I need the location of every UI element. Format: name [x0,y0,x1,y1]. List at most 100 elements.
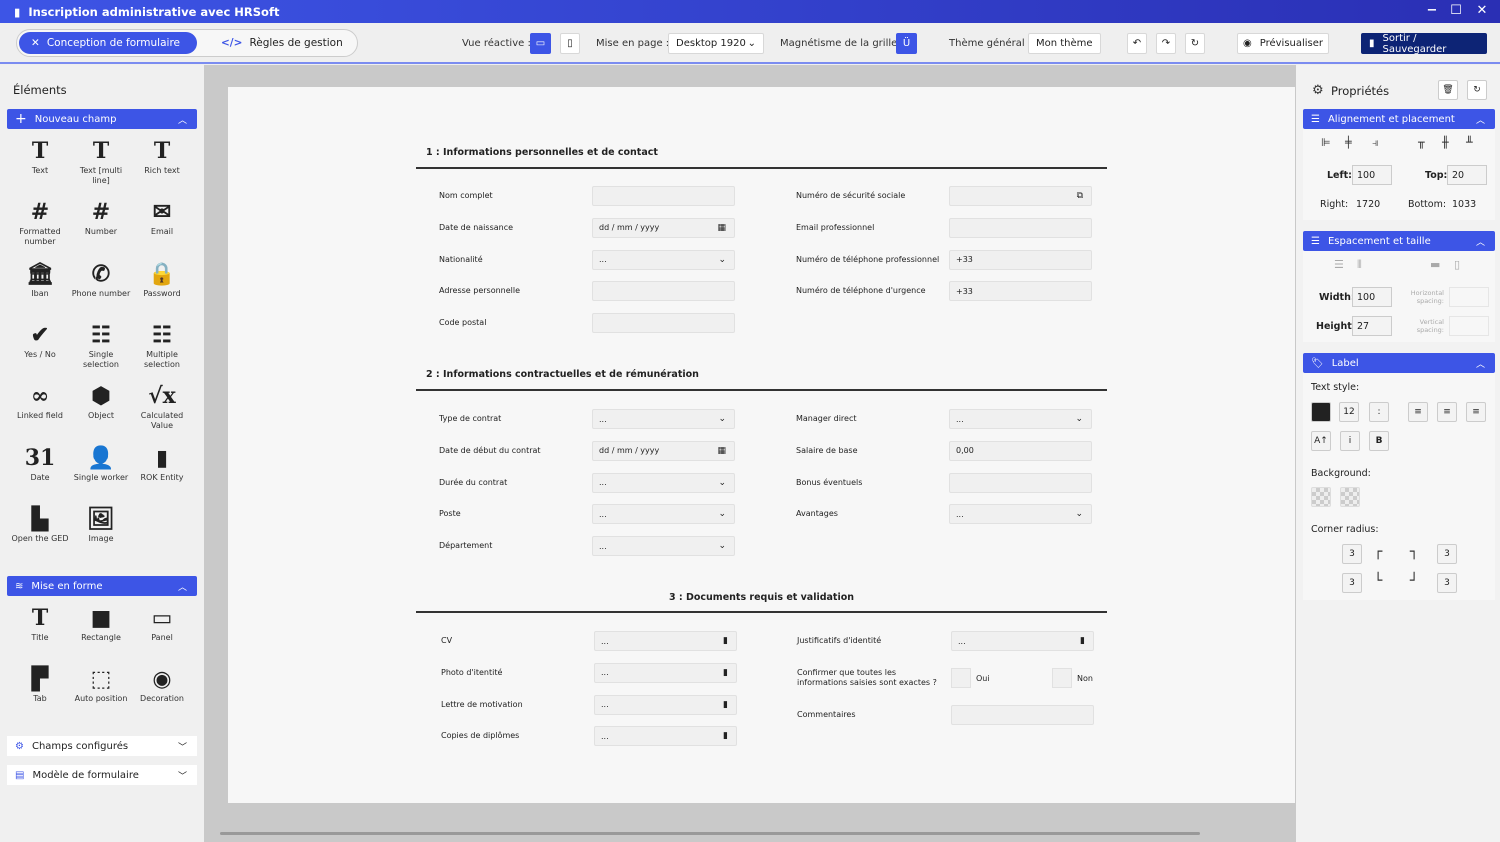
radius-top-left-input[interactable]: 3 [1342,544,1362,564]
mobile-view-button[interactable]: ▯ [560,33,580,54]
redo-button[interactable]: ↷ [1156,33,1176,54]
tab-form-design[interactable]: ✕ Conception de formulaire [19,32,197,54]
background-color-swatch[interactable] [1311,487,1331,507]
colon-toggle[interactable]: : [1369,402,1389,422]
align-right-icon[interactable]: ⫣ [1372,136,1379,149]
comments-input[interactable] [951,705,1094,725]
tile-linked-field[interactable]: ∞ Linked field [10,381,70,439]
align-center-h-icon[interactable]: ╪ [1345,136,1352,149]
left-input[interactable]: 100 [1352,165,1392,185]
delete-button[interactable]: 🗑 [1438,80,1458,100]
italic-button[interactable]: i [1340,431,1360,451]
bold-button[interactable]: B [1369,431,1389,451]
bonus-e-ventuels-input[interactable] [949,472,1092,493]
tile-password[interactable]: 🔒 Password [132,259,192,317]
de-partement-input[interactable]: ... ⌄ [592,536,735,557]
date-de-naissance-input[interactable]: dd / mm / yyyy ▦ [592,217,735,238]
nume-ro-de-te-le-phone-d-urgence-input[interactable]: +33 [949,281,1092,302]
grid-magnet-toggle[interactable]: Ü [896,33,917,54]
nume-ro-de-te-le-phone-professionnel-input[interactable]: +33 [949,249,1092,270]
email-professionnel-input[interactable] [949,217,1092,238]
new-field-section-header[interactable]: + Nouveau champ ︿ [7,109,197,129]
tile-date[interactable]: 31 Date [10,443,70,501]
tile-text-multi-line[interactable]: T Text [multi line] [71,136,131,194]
radius-bottom-right-input[interactable]: 3 [1437,573,1457,593]
uppercase-button[interactable]: A↑ [1311,431,1331,451]
text-align-left-button[interactable]: ≡ [1408,402,1428,422]
adresse-personnelle-input[interactable] [592,281,735,302]
tile-decoration[interactable]: ◉ Decoration [132,664,192,722]
border-color-swatch[interactable] [1340,487,1360,507]
tile-object[interactable]: ⬢ Object [71,381,131,439]
justificatifs-d-identite-input[interactable]: ... ▮ [951,631,1094,651]
radius-bottom-left-input[interactable]: 3 [1342,573,1362,593]
radius-top-right-input[interactable]: 3 [1437,544,1457,564]
tile-title[interactable]: T Title [10,603,70,661]
form-template-section[interactable]: ▤ Modèle de formulaire ﹀ [7,765,197,785]
date-de-de-but-du-contrat-input[interactable]: dd / mm / yyyy ▦ [592,440,735,461]
tile-phone-number[interactable]: ✆ Phone number [71,259,131,317]
confirm-no-checkbox[interactable] [1052,668,1072,688]
distribute-vertical-icon[interactable]: ☰ [1334,258,1344,271]
refresh-button[interactable]: ↻ [1185,33,1205,54]
align-left-icon[interactable]: ⊫ [1321,136,1331,149]
undo-button[interactable]: ↶ [1127,33,1147,54]
tile-open-the-ged[interactable]: ▙ Open the GED [10,504,70,562]
horizontal-spacing-input[interactable] [1449,287,1489,307]
tile-number[interactable]: # Number [71,197,131,255]
confirm-yes-checkbox[interactable] [951,668,971,688]
top-input[interactable]: 20 [1447,165,1487,185]
alignment-section-header[interactable]: ☰ Alignement et placement ︿ [1303,109,1495,129]
height-input[interactable]: 27 [1352,316,1392,336]
tile-rok-entity[interactable]: ▮ ROK Entity [132,443,192,501]
tile-rich-text[interactable]: T Rich text [132,136,192,194]
formatting-section-header[interactable]: ≋ Mise en forme ︿ [7,576,197,596]
nationalite-input[interactable]: ... ⌄ [592,249,735,270]
theme-select[interactable]: Mon thème [1028,33,1101,54]
code-postal-input[interactable] [592,313,735,334]
text-align-center-button[interactable]: ≡ [1466,402,1486,422]
nom-complet-input[interactable] [592,186,735,206]
dure-e-du-contrat-input[interactable]: ... ⌄ [592,472,735,493]
type-de-contrat-input[interactable]: ... ⌄ [592,409,735,429]
copies-de-diplo-mes-input[interactable]: ... ▮ [594,726,737,747]
align-top-icon[interactable]: ╥ [1418,136,1425,149]
desktop-view-button[interactable]: ▭ [530,33,551,54]
poste-input[interactable]: ... ⌄ [592,504,735,525]
form-page[interactable] [228,87,1295,803]
photo-d-itentite-input[interactable]: ... ▮ [594,662,737,683]
same-height-icon[interactable]: ▯ [1454,258,1461,271]
tile-text[interactable]: T Text [10,136,70,194]
avantages-input[interactable]: ... ⌄ [949,504,1092,525]
manager-direct-input[interactable]: ... ⌄ [949,409,1092,429]
tile-tab[interactable]: ▛ Tab [10,664,70,722]
tile-single-selection[interactable]: ☷ Single selection [71,320,131,378]
width-input[interactable]: 100 [1352,287,1392,307]
align-bottom-icon[interactable]: ╨ [1466,136,1473,149]
font-size-input[interactable]: 12 [1339,402,1359,422]
vertical-spacing-input[interactable] [1449,316,1489,336]
configured-fields-section[interactable]: ⚙ Champs configurés ﹀ [7,736,197,756]
reset-button[interactable]: ↻ [1467,80,1487,100]
tile-multiple-selection[interactable]: ☷ Multiple selection [132,320,192,378]
tile-calculated-value[interactable]: √x Calculated Value [132,381,192,439]
layout-select[interactable]: Desktop 1920 ⌄ [668,33,764,54]
close-button[interactable]: ✕ [1476,3,1488,18]
exit-save-button[interactable]: ▮ Sortir / Sauvegarder [1361,33,1487,55]
tile-iban[interactable]: 🏛 Iban [10,259,70,317]
tile-image[interactable]: 🖼 Image [71,504,131,562]
nume-ro-de-se-curite-sociale-input[interactable]: ⧉ [949,186,1092,206]
horizontal-scrollbar[interactable] [220,832,1200,835]
tile-rectangle[interactable]: ■ Rectangle [71,603,131,661]
salaire-de-base-input[interactable]: 0,00 [949,440,1092,461]
tile-formatted-number[interactable]: # Formatted number [10,197,70,255]
distribute-horizontal-icon[interactable]: ⦀ [1357,258,1362,271]
text-align-right-button[interactable]: ≡ [1437,402,1457,422]
tile-yes-no[interactable]: ✔ Yes / No [10,320,70,378]
label-section-header[interactable]: 🏷 Label ︿ [1303,353,1495,373]
lettre-de-motivation-input[interactable]: ... ▮ [594,694,737,715]
cv-input[interactable]: ... ▮ [594,631,737,651]
same-width-icon[interactable]: ▬ [1430,258,1441,271]
minimize-button[interactable]: − [1426,3,1438,18]
tile-auto-position[interactable]: ⬚ Auto position [71,664,131,722]
